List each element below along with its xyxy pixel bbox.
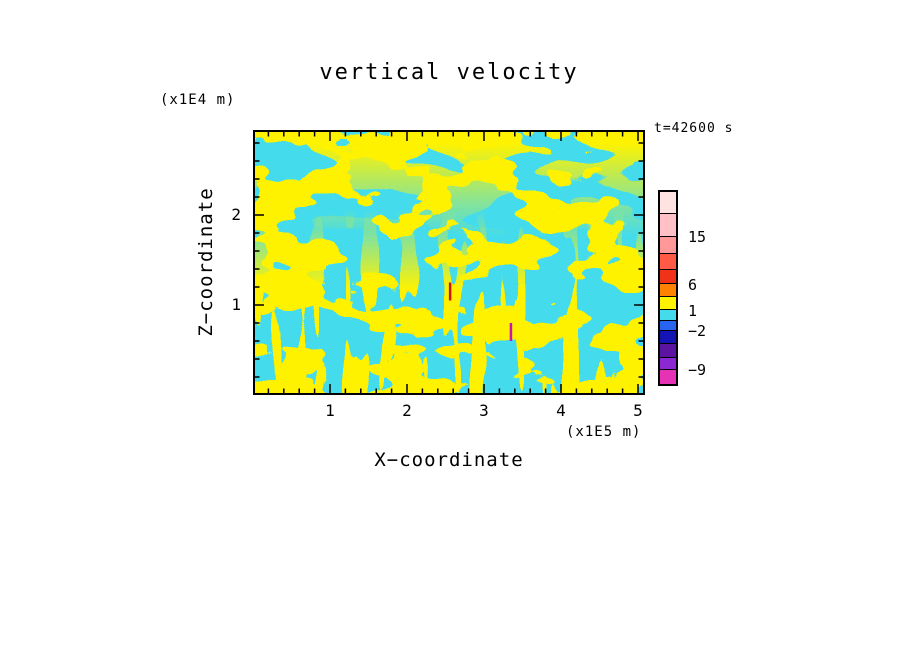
time-annotation: t=42600 s	[654, 121, 734, 136]
extremum-streak	[448, 282, 452, 301]
z-tick-label: 1	[231, 295, 241, 314]
colorbar-segment	[660, 329, 676, 344]
x-tick-label: 4	[556, 401, 566, 420]
colorbar-label: 1	[688, 301, 698, 320]
colorbar-segment	[660, 283, 676, 297]
x-tick-label: 2	[402, 401, 412, 420]
colorbar-segment	[660, 368, 676, 385]
colorbar-segment	[660, 308, 676, 320]
x-axis-label: X−coordinate	[374, 449, 524, 471]
colorbar-label: 6	[688, 276, 698, 295]
colorbar-segment	[660, 212, 676, 237]
extremum-streak	[509, 323, 513, 341]
colorbar-label: −9	[688, 361, 707, 380]
colorbar-segment	[660, 192, 676, 213]
x-tick-label: 3	[479, 401, 489, 420]
x-tick-label: 1	[325, 401, 335, 420]
colorbar-segment	[660, 253, 676, 269]
colorbar-segment	[660, 356, 676, 369]
colorbar-label: −2	[688, 322, 707, 341]
colorbar-segment	[660, 236, 676, 254]
heatmap-plot	[253, 130, 645, 395]
z-axis-unit-label: (x1E4 m)	[160, 92, 236, 108]
colorbar-segment	[660, 296, 676, 309]
colorbar-labels: 15 6 1 −2 −9	[688, 190, 732, 386]
chart-title: vertical velocity	[319, 60, 579, 85]
colorbar	[658, 190, 678, 386]
extrema-layer	[448, 282, 513, 341]
colorbar-segment	[660, 343, 676, 357]
colorbar-label: 15	[688, 228, 707, 247]
colorbar-segment	[660, 319, 676, 330]
field-positive-streaks	[253, 130, 645, 395]
x-tick-label: 5	[633, 401, 643, 420]
z-tick-label: 2	[231, 205, 241, 224]
x-axis-unit-label: (x1E5 m)	[566, 424, 642, 440]
colorbar-segment	[660, 268, 676, 284]
plot-frame	[253, 130, 645, 395]
plot-area	[253, 130, 645, 395]
axis-ticks	[255, 132, 643, 393]
